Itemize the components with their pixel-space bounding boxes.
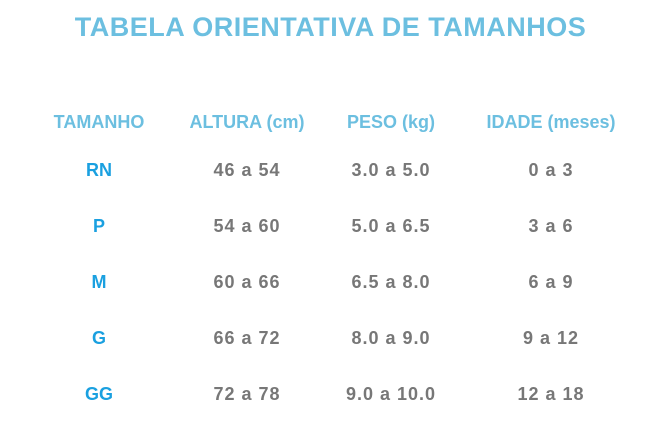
size-label: P <box>92 216 106 236</box>
table-cell: 3.0 a 5.0 <box>351 160 431 180</box>
table-cell: 12 a 18 <box>517 384 585 404</box>
column-header: IDADE (meses) <box>486 112 616 132</box>
table-cell: 9.0 a 10.0 <box>345 384 437 404</box>
table-cell: 5.0 a 6.5 <box>351 216 431 236</box>
column-header: PESO (kg) <box>346 112 436 132</box>
column-header: TAMANHO <box>53 112 145 132</box>
size-label: M <box>91 272 107 292</box>
table-cell: 3 a 6 <box>528 216 574 236</box>
column-header: ALTURA (cm) <box>189 112 305 132</box>
table-cell: 8.0 a 9.0 <box>351 328 431 348</box>
table-cell: 66 a 72 <box>213 328 281 348</box>
size-label: G <box>91 328 107 348</box>
table-cell: 60 a 66 <box>213 272 281 292</box>
title: TABELA ORIENTATIVA DE TAMANHOS <box>74 12 587 42</box>
table-cell: 9 a 12 <box>522 328 580 348</box>
table-cell: 46 a 54 <box>213 160 281 180</box>
size-label: GG <box>84 384 114 404</box>
table-cell: 72 a 78 <box>213 384 281 404</box>
table-cell: 54 a 60 <box>213 216 281 236</box>
size-label: RN <box>86 160 112 180</box>
table-cell: 6.5 a 8.0 <box>351 272 431 292</box>
table-cell: 0 a 3 <box>528 160 574 180</box>
table-cell: 6 a 9 <box>528 272 574 292</box>
